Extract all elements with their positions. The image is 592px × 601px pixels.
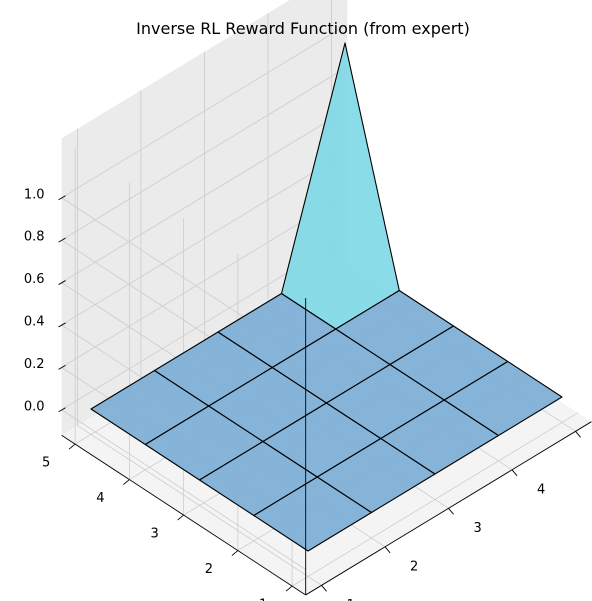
z-tick-label: 0.2 — [24, 357, 45, 372]
z-tick-label: 0.0 — [24, 399, 45, 414]
z-tick — [58, 322, 66, 328]
z-tick — [58, 407, 66, 413]
y-tick-label: 3 — [150, 527, 158, 542]
x-tick — [321, 585, 327, 592]
axis-ticks: 12345123450.00.20.40.60.81.0 — [24, 187, 581, 601]
back-gridline-z — [61, 151, 348, 326]
x-tick-label: 2 — [410, 559, 418, 574]
z-tick — [58, 237, 66, 243]
z-tick-label: 0.4 — [24, 314, 45, 329]
y-tick — [177, 514, 184, 521]
x-tick — [575, 431, 581, 438]
back-gridline-z — [61, 66, 348, 241]
x-tick-label: 4 — [537, 482, 545, 497]
back-gridline-z — [61, 108, 348, 283]
y-tick-label: 1 — [259, 598, 267, 601]
x-tick-label: 1 — [346, 598, 354, 601]
y-tick-label: 4 — [96, 491, 104, 506]
z-tick-label: 1.0 — [24, 187, 45, 202]
y-tick-label: 2 — [205, 562, 213, 577]
surface-plot — [90, 42, 563, 552]
floor-gridline-y — [291, 412, 579, 587]
y-tick — [123, 479, 130, 485]
chart-title: Inverse RL Reward Function (from expert) — [136, 19, 470, 38]
z-tick — [58, 195, 66, 201]
z-tick-label: 0.8 — [24, 230, 45, 245]
z-tick-label: 0.6 — [24, 272, 45, 287]
x-tick-label: 3 — [473, 521, 481, 536]
y-tick — [231, 550, 239, 556]
back-gridline-z — [61, 24, 348, 199]
left-gridline-z — [61, 409, 306, 570]
z-tick — [58, 364, 66, 370]
surface-patch — [443, 360, 563, 437]
y-tick — [285, 585, 293, 592]
x-tick — [448, 508, 454, 515]
y-tick — [68, 443, 76, 450]
z-tick — [58, 280, 66, 285]
y-tick-label: 5 — [42, 456, 50, 471]
x-tick — [511, 469, 518, 477]
x-tick — [384, 546, 391, 554]
